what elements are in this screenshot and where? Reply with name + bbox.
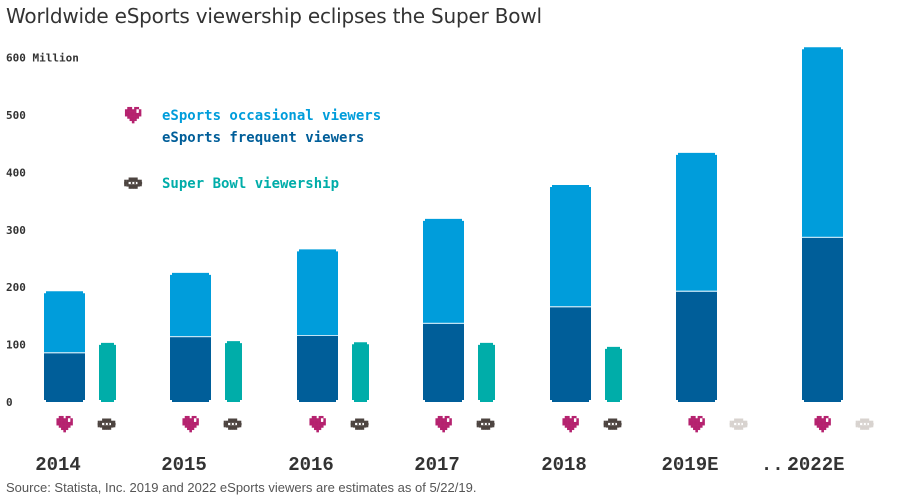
bar-super-bowl — [605, 346, 622, 402]
bar-esports-frequent — [423, 323, 464, 402]
football-icon — [97, 418, 116, 430]
y-tick-label: 0 — [6, 396, 13, 409]
heart-icon — [56, 415, 73, 433]
legend: eSports occasional viewers eSports freque… — [124, 106, 381, 192]
bar-esports-occasional — [170, 272, 211, 337]
x-gap-ellipsis: ... — [761, 454, 795, 476]
x-tick-label: 2016 — [288, 454, 334, 476]
football-icon — [124, 177, 143, 189]
bar-esports-frequent — [297, 335, 338, 402]
y-tick-label: 600 Million — [6, 52, 79, 65]
bar-esports-occasional — [802, 47, 843, 237]
y-tick-label: 200 — [6, 281, 26, 294]
x-tick-label: 2014 — [35, 454, 81, 476]
legend-label-frequent: eSports frequent viewers — [162, 130, 364, 146]
football-icon — [855, 418, 874, 430]
y-tick-label: 100 — [6, 339, 26, 352]
bar-super-bowl — [225, 341, 242, 402]
legend-label-super-bowl: Super Bowl viewership — [162, 176, 339, 192]
bar-super-bowl — [352, 342, 369, 402]
heart-icon — [309, 415, 326, 433]
bar-esports-occasional — [423, 218, 464, 323]
x-tick-label: 2018 — [541, 454, 587, 476]
heart-icon — [435, 415, 452, 433]
x-tick-label: 2015 — [161, 454, 207, 476]
football-icon — [223, 418, 242, 430]
football-icon — [603, 418, 622, 430]
bar-super-bowl — [99, 342, 116, 402]
bar-esports-frequent — [676, 291, 717, 402]
bar-esports-occasional — [44, 291, 85, 353]
x-tick-label: 2019E — [661, 454, 718, 476]
y-tick-label: 400 — [6, 166, 26, 179]
bar-esports-frequent — [550, 307, 591, 402]
heart-icon — [688, 415, 705, 433]
heart-icon — [182, 415, 199, 433]
y-axis: 0 100 200 300 400 500 600 Million — [6, 52, 79, 409]
football-icon — [476, 418, 495, 430]
x-tick-label: 2022E — [787, 454, 844, 476]
x-axis: 2014 2015 2016 2017 2018 2019E 2022E... — [35, 454, 844, 476]
bars — [44, 47, 843, 402]
bar-esports-frequent — [44, 353, 85, 402]
bar-esports-occasional — [550, 185, 591, 307]
heart-icon — [562, 415, 579, 433]
category-icons — [56, 415, 874, 433]
y-tick-label: 300 — [6, 224, 26, 237]
heart-icon — [814, 415, 831, 433]
chart-svg: 0 100 200 300 400 500 600 Million 2014 2015 2016… — [6, 47, 874, 476]
bar-esports-frequent — [170, 337, 211, 402]
bar-esports-frequent — [802, 237, 843, 402]
football-icon — [729, 418, 748, 430]
source-note: Source: Statista, Inc. 2019 and 2022 eSp… — [6, 480, 477, 495]
bar-esports-occasional — [676, 152, 717, 291]
football-icon — [350, 418, 369, 430]
y-tick-label: 500 — [6, 109, 26, 122]
legend-label-occasional: eSports occasional viewers — [162, 108, 381, 124]
bar-super-bowl — [478, 342, 495, 402]
bar-esports-occasional — [297, 249, 338, 335]
chart-title: Worldwide eSports viewership eclipses th… — [6, 4, 542, 28]
x-tick-label: 2017 — [414, 454, 460, 476]
heart-icon — [124, 106, 142, 124]
